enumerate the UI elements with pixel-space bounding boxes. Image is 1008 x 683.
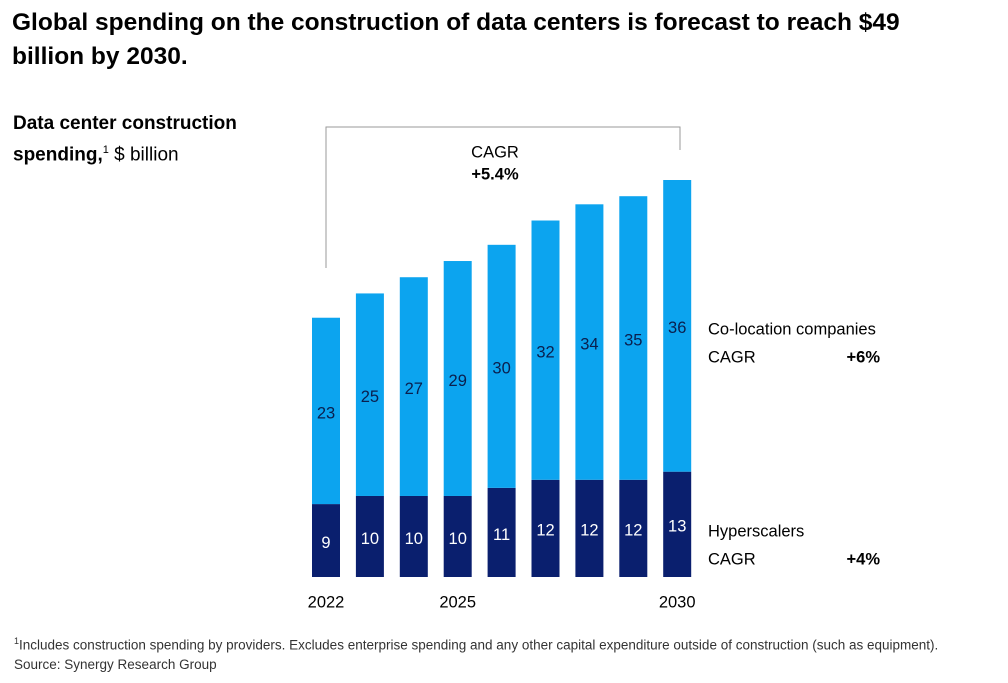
data-label: 12 xyxy=(536,522,554,540)
annotation-label: CAGR xyxy=(471,143,519,161)
annotation-value: +5.4% xyxy=(471,165,519,183)
bar-segment xyxy=(619,479,648,577)
bar-segment xyxy=(619,196,648,480)
x-tick-label: 2025 xyxy=(439,593,476,611)
bar-segment xyxy=(443,495,472,577)
chart: CAGR +5.4% 9 23 2022 10 25 10 27 10 29 2025 11 30 12… xyxy=(308,126,881,611)
legend-cagr-label: CAGR xyxy=(708,550,756,568)
bar-segment xyxy=(355,293,384,496)
data-label: 13 xyxy=(668,518,686,536)
x-tick-label: 2022 xyxy=(308,593,345,611)
chart-title: Global spending on the construction of d… xyxy=(12,9,900,70)
data-label: 11 xyxy=(493,526,510,544)
bar-segment xyxy=(487,487,516,577)
subtitle-text: Data center construction spending, xyxy=(13,113,237,166)
data-label: 35 xyxy=(624,331,642,349)
data-label: 12 xyxy=(624,522,642,540)
data-label: 10 xyxy=(405,530,423,548)
bar-segment xyxy=(312,504,340,577)
subtitle: Data center construction spending,1 $ bi… xyxy=(13,110,288,168)
legend-cagr-label: CAGR xyxy=(708,348,756,366)
bar-segment xyxy=(399,495,428,577)
footnote-text: Includes construction spending by provid… xyxy=(19,637,939,653)
data-label: 23 xyxy=(317,404,335,422)
legend-label: Co-location companies xyxy=(708,320,876,338)
bar-segment xyxy=(575,479,604,577)
footnote-block: 1Includes construction spending by provi… xyxy=(14,632,1004,674)
source: Source: Synergy Research Group xyxy=(14,656,217,672)
data-label: 30 xyxy=(492,360,510,378)
legend-cagr-value: +6% xyxy=(847,348,881,366)
data-label: 32 xyxy=(536,344,554,362)
data-label: 10 xyxy=(449,530,467,548)
bar-segment xyxy=(399,277,428,496)
data-label: 10 xyxy=(361,530,379,548)
data-label: 34 xyxy=(580,335,598,353)
legend-label: Hyperscalers xyxy=(708,522,804,540)
bar-segment xyxy=(312,317,340,505)
bar-segment xyxy=(531,220,560,480)
legend-cagr-value: +4% xyxy=(847,550,881,568)
data-label: 29 xyxy=(449,372,467,390)
cagr-bracket xyxy=(325,126,681,268)
unit: $ billion xyxy=(114,144,179,166)
bar-segment xyxy=(575,204,604,480)
bar-segment xyxy=(531,479,560,577)
data-label: 36 xyxy=(668,319,686,337)
data-label: 27 xyxy=(405,380,423,398)
bar-segment xyxy=(443,261,472,496)
data-label: 12 xyxy=(580,522,598,540)
footnote-marker: 1 xyxy=(102,144,109,156)
x-tick-label: 2030 xyxy=(659,593,696,611)
bar-segment xyxy=(663,180,692,472)
bar-segment xyxy=(355,495,384,577)
bar-segment xyxy=(663,471,692,577)
bar-segment xyxy=(487,244,516,488)
data-label: 25 xyxy=(361,388,379,406)
footnote-marker: 1 xyxy=(14,636,20,646)
footnote: 1Includes construction spending by provi… xyxy=(14,632,1004,655)
data-label: 9 xyxy=(321,534,330,552)
